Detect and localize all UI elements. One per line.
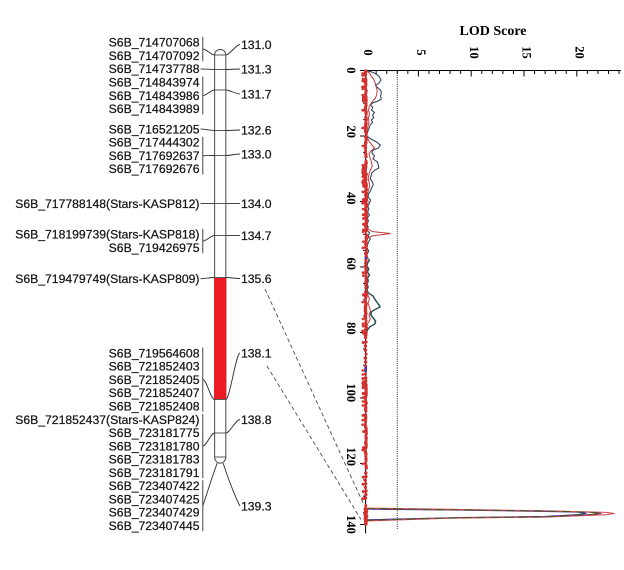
svg-text:5: 5 [414, 49, 428, 55]
svg-text:S6B_723181783: S6B_723181783 [109, 453, 200, 467]
svg-text:131.7: 131.7 [241, 87, 272, 101]
svg-text:S6B_723181780: S6B_723181780 [109, 439, 200, 453]
svg-text:131.0: 131.0 [241, 38, 272, 52]
svg-text:S6B_723407422: S6B_723407422 [109, 479, 200, 493]
svg-text:S6B_714707092: S6B_714707092 [109, 49, 200, 63]
svg-text:S6B_719426975: S6B_719426975 [109, 241, 200, 255]
svg-text:80: 80 [344, 322, 358, 335]
svg-text:S6B_717444302: S6B_717444302 [109, 136, 200, 150]
svg-text:S6B_717692676: S6B_717692676 [109, 162, 200, 176]
svg-text:S6B_721852403: S6B_721852403 [109, 360, 200, 374]
svg-text:60: 60 [344, 257, 358, 270]
svg-text:S6B_721852408: S6B_721852408 [109, 400, 200, 414]
svg-text:138.8: 138.8 [241, 413, 272, 427]
svg-text:S6B_721852437(Stars-KASP824): S6B_721852437(Stars-KASP824) [15, 413, 199, 427]
svg-text:S6B_723407429: S6B_723407429 [109, 506, 200, 520]
svg-text:133.0: 133.0 [241, 147, 272, 161]
svg-text:138.1: 138.1 [241, 346, 272, 360]
svg-text:132.6: 132.6 [241, 123, 272, 137]
svg-text:S6B_717788148(Stars-KASP812): S6B_717788148(Stars-KASP812) [15, 197, 199, 211]
svg-text:15: 15 [520, 46, 534, 59]
svg-text:LOD Score: LOD Score [459, 24, 526, 39]
svg-text:S6B_714707068: S6B_714707068 [109, 36, 200, 50]
svg-text:S6B_714843989: S6B_714843989 [109, 102, 200, 116]
svg-text:S6B_718199739(Stars-KASP818): S6B_718199739(Stars-KASP818) [15, 228, 199, 242]
svg-text:S6B_719479749(Stars-KASP809): S6B_719479749(Stars-KASP809) [15, 272, 199, 286]
svg-text:20: 20 [572, 46, 586, 59]
svg-text:134.0: 134.0 [241, 197, 272, 211]
svg-text:S6B_714737788: S6B_714737788 [109, 62, 200, 76]
svg-text:S6B_723181791: S6B_723181791 [109, 466, 200, 480]
svg-text:20: 20 [344, 126, 358, 139]
svg-text:S6B_714843974: S6B_714843974 [109, 76, 200, 90]
svg-text:0: 0 [344, 67, 358, 73]
svg-text:100: 100 [344, 383, 358, 402]
svg-text:S6B_721852407: S6B_721852407 [109, 386, 200, 400]
svg-text:139.3: 139.3 [241, 499, 272, 513]
svg-text:S6B_714843986: S6B_714843986 [109, 89, 200, 103]
svg-text:120: 120 [344, 447, 358, 466]
svg-text:0: 0 [361, 49, 375, 55]
svg-text:135.6: 135.6 [241, 272, 272, 286]
svg-text:S6B_716521205: S6B_716521205 [109, 122, 200, 136]
svg-text:S6B_723181775: S6B_723181775 [109, 426, 200, 440]
svg-text:S6B_719564608: S6B_719564608 [109, 346, 200, 360]
svg-text:S6B_717692637: S6B_717692637 [109, 149, 200, 163]
svg-text:140: 140 [344, 515, 358, 534]
svg-text:134.7: 134.7 [241, 229, 272, 243]
svg-text:131.3: 131.3 [241, 62, 272, 76]
svg-text:10: 10 [467, 46, 481, 59]
svg-text:S6B_721852405: S6B_721852405 [109, 373, 200, 387]
svg-text:S6B_723407445: S6B_723407445 [109, 519, 200, 533]
svg-text:S6B_723407425: S6B_723407425 [109, 492, 200, 506]
svg-text:40: 40 [344, 192, 358, 205]
